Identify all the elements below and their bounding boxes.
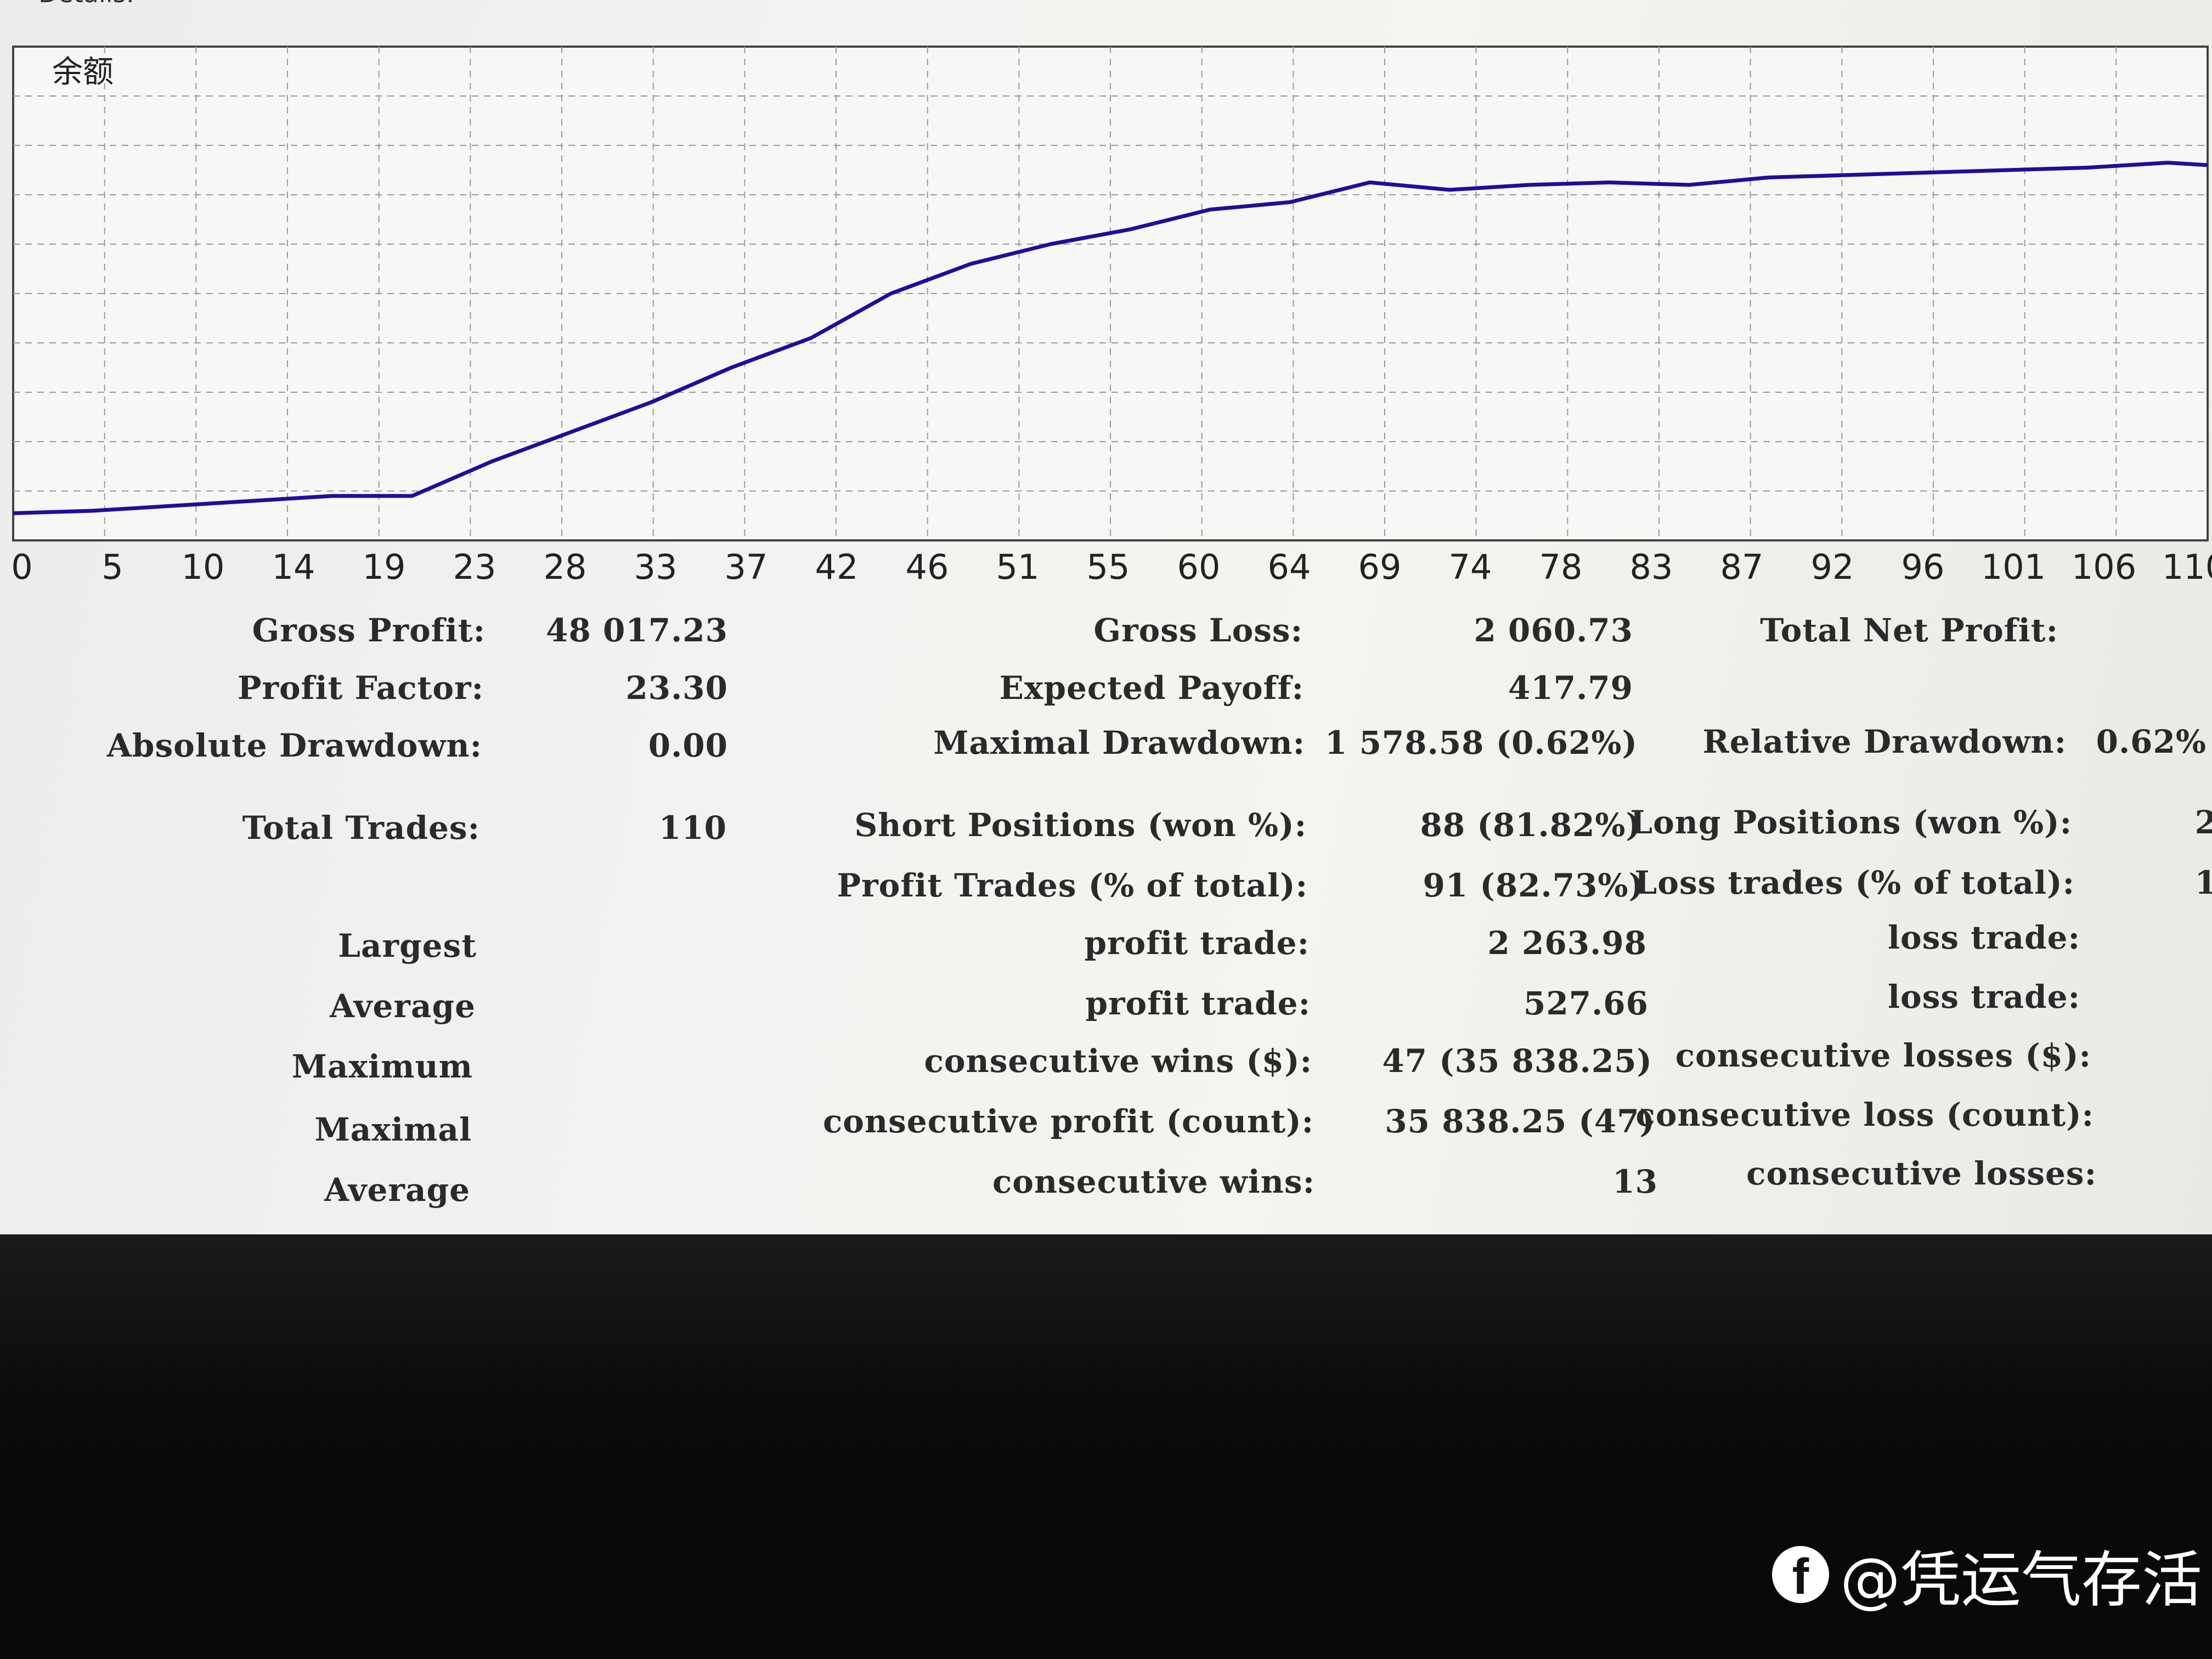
- x-tick-label: 37: [725, 547, 768, 587]
- x-tick-label: 96: [1901, 547, 1945, 587]
- expected-payoff-value: 417.79: [1508, 669, 1633, 707]
- x-tick-label: 33: [634, 547, 678, 587]
- absolute-drawdown-value: 0.00: [648, 727, 728, 764]
- x-tick-label: 55: [1087, 547, 1130, 587]
- average-consecutive-wins-label: consecutive wins:: [992, 1163, 1315, 1200]
- x-tick-label: 64: [1268, 547, 1311, 587]
- relative-drawdown-label: Relative Drawdown:: [1702, 723, 2067, 760]
- chart-title: 余额: [52, 54, 114, 90]
- maximal-consecutive-loss-label: consecutive loss (count):: [1635, 1096, 2094, 1133]
- maximum-label: Maximum: [291, 1048, 473, 1085]
- short-positions-value: 88 (81.82%): [1420, 806, 1641, 844]
- profit-factor-label: Profit Factor:: [237, 669, 484, 707]
- x-axis-ticks: 0 5 10 14 19 23 28 33 37 42 46 51 55 60 64 69 74 78 83 87 92…: [11, 547, 2212, 587]
- gross-loss-label: Gross Loss:: [1093, 612, 1303, 649]
- x-tick-label: 10: [182, 547, 225, 587]
- x-tick-label: 60: [1177, 547, 1221, 587]
- largest-loss-trade-label: loss trade:: [1887, 919, 2080, 956]
- x-tick-label: 51: [996, 547, 1040, 587]
- short-positions-label: Short Positions (won %):: [854, 806, 1307, 844]
- x-tick-label: 74: [1449, 547, 1492, 587]
- relative-drawdown-value: 0.62%: [2096, 723, 2207, 760]
- average-consecutive-label: Average: [324, 1171, 470, 1209]
- balance-line: [13, 161, 2208, 515]
- loss-trades-value: 1: [2194, 864, 2212, 901]
- average-consecutive-wins-value: 13: [1612, 1163, 1658, 1200]
- maximal-drawdown-value: 1 578.58 (0.62%): [1325, 724, 1638, 761]
- maximal-consecutive-profit-value: 35 838.25 (47): [1385, 1103, 1655, 1140]
- x-tick-label: 0: [11, 547, 32, 587]
- gross-loss-value: 2 060.73: [1474, 612, 1633, 649]
- total-trades-value: 110: [658, 809, 727, 847]
- monitor-bezel: [0, 1234, 2212, 1659]
- gross-profit-value: 48 017.23: [546, 612, 728, 649]
- total-trades-label: Total Trades:: [242, 809, 480, 847]
- x-tick-label: 78: [1539, 547, 1583, 587]
- x-tick-label: 19: [363, 547, 406, 587]
- x-tick-label: 106: [2072, 547, 2136, 587]
- x-tick-label: 5: [101, 547, 123, 587]
- x-tick-label: 14: [272, 547, 315, 587]
- long-positions-value: 2: [2194, 804, 2212, 841]
- strategy-tester-report: Details: 余额 0 5 10 14 19 23 28 33 37 42 46 51 55 60 64…: [0, 0, 2212, 1234]
- average-consecutive-losses-label: consecutive losses:: [1746, 1155, 2097, 1192]
- x-tick-label: 46: [906, 547, 949, 587]
- average-label: Average: [330, 988, 476, 1025]
- facebook-logo-icon: f: [1772, 1546, 1829, 1605]
- facebook-logo-letter: f: [1792, 1549, 1809, 1605]
- x-tick-label: 42: [815, 547, 859, 587]
- maximal-label: Maximal: [314, 1111, 472, 1148]
- average-profit-trade-value: 527.66: [1523, 985, 1649, 1022]
- x-tick-label: 92: [1811, 547, 1854, 587]
- gross-profit-label: Gross Profit:: [252, 612, 486, 649]
- x-tick-label: 23: [453, 547, 496, 587]
- max-consecutive-wins-label: consecutive wins ($):: [924, 1042, 1312, 1080]
- largest-profit-trade-label: profit trade:: [1084, 924, 1310, 962]
- watermark: f @凭运气存活: [1772, 1536, 2202, 1615]
- average-profit-trade-label: profit trade:: [1085, 985, 1311, 1022]
- absolute-drawdown-label: Absolute Drawdown:: [106, 727, 482, 764]
- average-loss-trade-label: loss trade:: [1887, 978, 2080, 1015]
- total-net-profit-label: Total Net Profit:: [1760, 612, 2058, 649]
- x-tick-label: 28: [544, 547, 587, 587]
- long-positions-label: Long Positions (won %):: [1630, 804, 2072, 841]
- watermark-text: @凭运气存活: [1840, 1545, 2202, 1615]
- profit-trades-label: Profit Trades (% of total):: [837, 867, 1308, 904]
- largest-label: Largest: [338, 927, 477, 964]
- x-tick-label: 87: [1720, 547, 1764, 587]
- maximal-drawdown-label: Maximal Drawdown:: [933, 724, 1305, 761]
- x-tick-label: 110: [2162, 547, 2212, 587]
- x-tick-label: 83: [1630, 547, 1673, 587]
- chart-grid-horizontal: [13, 95, 2208, 492]
- expected-payoff-label: Expected Payoff:: [999, 669, 1304, 707]
- profit-factor-value: 23.30: [625, 669, 728, 707]
- max-consecutive-wins-value: 47 (35 838.25): [1382, 1042, 1652, 1080]
- header-fragment: Details:: [38, 0, 134, 8]
- profit-trades-value: 91 (82.73%): [1423, 867, 1644, 904]
- maximal-consecutive-profit-label: consecutive profit (count):: [822, 1103, 1314, 1140]
- max-consecutive-losses-label: consecutive losses ($):: [1675, 1037, 2091, 1074]
- x-tick-label: 101: [1981, 547, 2046, 587]
- x-tick-label: 69: [1358, 547, 1402, 587]
- balance-chart: Details: 余额 0 5 10 14 19 23 28 33 37 42 46 51 55 60 64…: [11, 0, 2212, 587]
- largest-profit-trade-value: 2 263.98: [1487, 924, 1647, 962]
- loss-trades-label: Loss trades (% of total):: [1634, 864, 2075, 901]
